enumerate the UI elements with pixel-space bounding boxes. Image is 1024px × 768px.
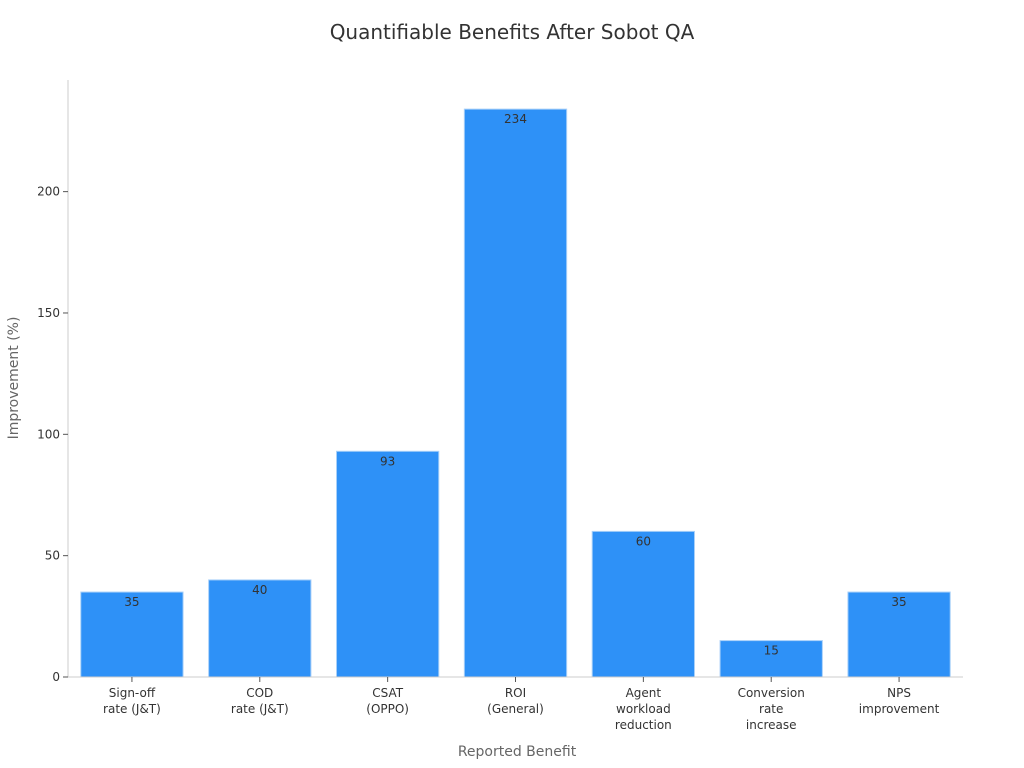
x-tick-label: Sign-off rate (J&T) — [103, 686, 161, 716]
x-tick-label: Conversion rate increase — [738, 686, 805, 732]
bar-value-label: 93 — [380, 454, 395, 468]
bars-layer: 35 40 93 234 60 15 35 — [80, 108, 951, 678]
bar — [336, 450, 440, 678]
x-axis-title: Reported Benefit — [458, 744, 577, 760]
chart-title: Quantifiable Benefits After Sobot QA — [329, 20, 695, 44]
y-tick-label: 150 — [37, 306, 60, 320]
bar — [208, 579, 312, 678]
bar — [591, 530, 696, 678]
y-axis-title: Improvement (%) — [6, 317, 22, 440]
bar — [847, 591, 951, 678]
bar — [80, 591, 184, 678]
bar-value-label: 60 — [636, 534, 651, 548]
bar-value-label: 15 — [764, 644, 779, 658]
axes-layer: 0 50 100 150 200 Sign-off rate (J&T) COD rate (J… — [37, 80, 963, 732]
bar-value-label: 234 — [504, 112, 527, 126]
bar-value-label: 35 — [891, 595, 906, 609]
y-tick-label: 200 — [37, 185, 60, 199]
x-tick-label: NPS improvement — [859, 686, 940, 716]
y-tick-label: 0 — [52, 670, 60, 684]
x-tick-label: CSAT (OPPO) — [366, 686, 409, 716]
x-tick-label: Agent workload reduction — [615, 686, 672, 732]
bar — [463, 108, 568, 678]
bar-value-label: 35 — [124, 595, 139, 609]
x-tick-label: ROI (General) — [487, 686, 544, 716]
y-tick-label: 100 — [37, 427, 60, 441]
x-tick-label: COD rate (J&T) — [231, 686, 289, 716]
bar — [719, 640, 823, 678]
bar-value-label: 40 — [252, 583, 267, 597]
y-tick-label: 50 — [45, 549, 60, 563]
